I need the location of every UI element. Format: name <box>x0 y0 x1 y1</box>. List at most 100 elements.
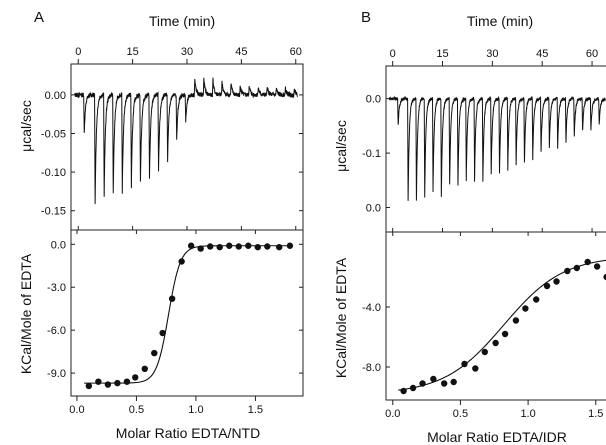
data-point <box>450 378 457 386</box>
data-point <box>481 348 488 356</box>
data-point <box>472 365 479 372</box>
panel-b-bottom-y-axis-title: KCal/Mole of EDTA <box>333 257 349 378</box>
power-tick-label: 0.0 <box>366 203 381 215</box>
panel-a-top-y-axis-title: μcal/sec <box>18 100 34 152</box>
panel-b-data-points <box>400 258 606 395</box>
data-point <box>512 317 520 324</box>
time-tick-label: 15 <box>127 46 139 58</box>
ratio-tick-label: 1.5 <box>248 404 263 416</box>
data-point <box>187 242 195 249</box>
data-point <box>132 374 139 381</box>
data-point <box>123 378 131 385</box>
data-point <box>522 305 529 312</box>
data-point <box>492 339 499 347</box>
panel-b-top-axes: 0 15 30 45 60 0.0 -0.1 0.0 <box>362 48 598 232</box>
data-point <box>603 273 606 281</box>
data-point <box>553 278 560 285</box>
enthalpy-tick-label: 0.0 <box>51 239 66 251</box>
data-point <box>104 381 112 388</box>
data-point <box>95 378 102 385</box>
time-tick-label: 15 <box>436 48 448 60</box>
panel-b-time-axis-title: Time (min) <box>467 13 533 29</box>
panel-a-top-axes: 0 15 30 45 60 0.00 -0.05 -0.10 -0.15 <box>41 46 303 230</box>
data-point <box>564 267 571 275</box>
data-point <box>409 384 417 392</box>
panel-a-bottom-axes: 0.0 0.5 1.0 1.5 0.0 -3.0 -6.0 -9.0 <box>47 230 303 416</box>
panel-a-thermogram-trace <box>74 77 298 205</box>
data-point <box>226 242 233 249</box>
power-tick-label: 0.0 <box>366 94 381 106</box>
enthalpy-tick-label: -4.0 <box>362 302 381 314</box>
time-tick-label: 30 <box>486 48 498 60</box>
ratio-tick-label: 1.5 <box>588 408 603 420</box>
panel-b-top-y-axis-title: μcal/sec <box>333 120 349 172</box>
panel-a-bottom-plot-frame <box>70 229 304 397</box>
time-tick-label: 60 <box>586 48 598 60</box>
power-tick-label: -0.1 <box>362 148 381 160</box>
time-tick-label: 45 <box>536 48 548 60</box>
ratio-tick-label: 1.0 <box>520 408 535 420</box>
data-point <box>85 382 93 390</box>
power-tick-label: 0.00 <box>45 90 66 102</box>
data-point <box>264 243 271 250</box>
data-point <box>178 258 185 265</box>
panel-a-fit-curve <box>84 245 292 384</box>
time-tick-label: 60 <box>290 46 302 58</box>
power-tick-label: -0.15 <box>41 206 66 218</box>
data-point <box>286 242 294 249</box>
panel-b-bottom-plot-frame <box>385 231 606 401</box>
panel-b-bottom-axes: 0.0 0.5 1.0 1.5 -4.0 -8.0 <box>362 232 603 420</box>
data-point <box>419 380 426 387</box>
data-point <box>501 330 509 338</box>
panel-b-molar-axis-title: Molar Ratio EDTA/IDR <box>427 429 567 445</box>
panel-a-molar-axis-title: Molar Ratio EDTA/NTD <box>116 425 260 441</box>
panel-a-data-points <box>85 242 294 390</box>
data-point <box>573 264 581 272</box>
panel-a: A Time (min) μcal/sec KCal/Mole of EDTA … <box>18 9 304 441</box>
data-point <box>141 365 148 373</box>
panel-b-thermogram-trace <box>388 95 606 201</box>
data-point <box>235 243 242 250</box>
panel-a-letter: A <box>34 9 44 26</box>
data-point <box>533 296 540 303</box>
panel-b-letter: B <box>361 9 371 26</box>
data-point <box>593 263 601 270</box>
power-tick-label: -0.10 <box>41 167 66 179</box>
data-point <box>440 380 448 387</box>
data-point <box>430 375 437 383</box>
data-point <box>114 379 121 387</box>
data-point <box>400 387 407 395</box>
data-point <box>159 329 166 337</box>
time-tick-label: 30 <box>181 46 193 58</box>
panel-a-bottom-y-axis-title: KCal/Mole of EDTA <box>18 253 34 374</box>
data-point <box>168 295 176 302</box>
enthalpy-tick-label: -9.0 <box>47 368 66 380</box>
enthalpy-tick-label: -8.0 <box>362 362 381 374</box>
time-tick-label: 0 <box>75 46 81 58</box>
data-point <box>207 243 214 250</box>
ratio-tick-label: 0.5 <box>129 404 144 416</box>
panel-b-fit-curve <box>398 259 606 391</box>
data-point <box>197 245 204 252</box>
time-tick-label: 0 <box>390 48 396 60</box>
data-point <box>276 243 283 251</box>
time-tick-label: 45 <box>235 46 247 58</box>
data-point <box>254 243 261 251</box>
ratio-tick-label: 0.5 <box>453 408 468 420</box>
data-point <box>543 282 551 290</box>
data-point <box>584 258 591 266</box>
data-point <box>245 242 252 249</box>
panel-a-time-axis-title: Time (min) <box>149 13 215 29</box>
data-point <box>461 360 468 368</box>
ratio-tick-label: 1.0 <box>188 404 203 416</box>
ratio-tick-label: 0.0 <box>69 404 84 416</box>
panel-b: B Time (min) μcal/sec KCal/Mole of EDTA … <box>333 9 606 445</box>
enthalpy-tick-label: -6.0 <box>47 325 66 337</box>
data-point <box>151 349 158 357</box>
enthalpy-tick-label: -3.0 <box>47 282 66 294</box>
ratio-tick-label: 0.0 <box>385 408 400 420</box>
power-tick-label: -0.05 <box>41 128 66 140</box>
panel-b-top-plot-frame <box>385 65 606 233</box>
data-point <box>216 243 223 251</box>
